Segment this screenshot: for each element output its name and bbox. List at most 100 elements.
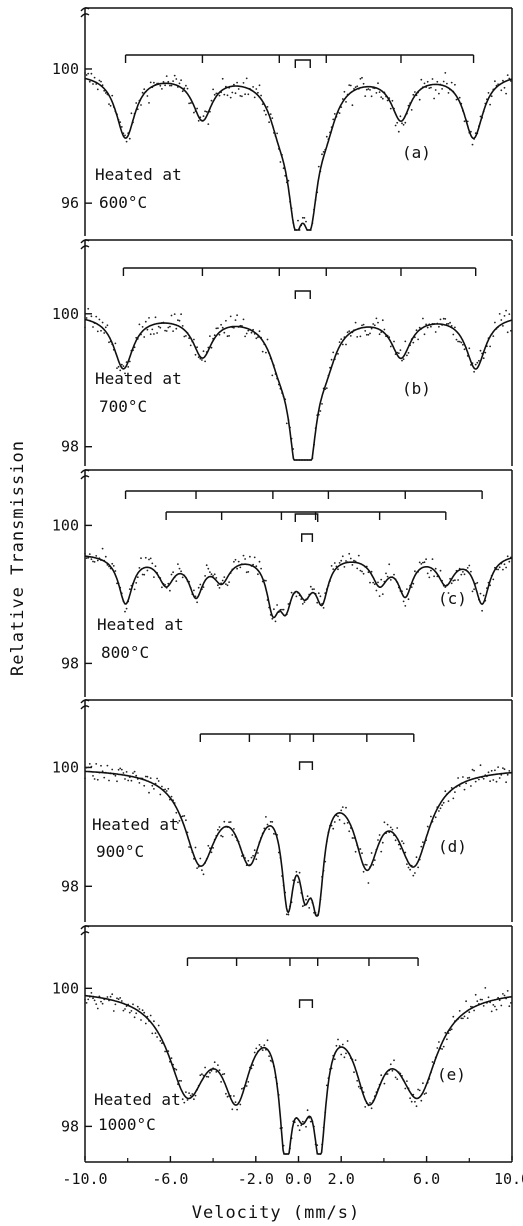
data-point — [434, 567, 437, 570]
data-point — [271, 374, 274, 377]
data-point — [370, 327, 373, 330]
data-point — [422, 841, 424, 843]
data-point — [425, 1092, 427, 1094]
data-point — [93, 76, 96, 79]
data-point — [96, 778, 99, 781]
data-point — [418, 1089, 421, 1092]
data-point — [465, 1000, 467, 1003]
y-axis-title: Relative Transmission — [8, 440, 28, 676]
data-point — [362, 82, 365, 85]
data-point — [165, 330, 168, 332]
data-point — [482, 777, 485, 780]
data-point — [265, 579, 267, 582]
data-point — [332, 351, 335, 354]
data-point — [500, 1004, 503, 1007]
data-point — [362, 572, 365, 575]
data-point — [269, 820, 272, 823]
data-point — [178, 1079, 181, 1082]
data-point — [438, 325, 440, 328]
data-point — [508, 770, 511, 772]
data-point — [116, 997, 118, 1000]
data-point — [508, 560, 511, 563]
data-point — [441, 804, 443, 807]
data-point — [452, 579, 455, 582]
data-point — [209, 571, 211, 573]
data-point — [223, 1073, 226, 1075]
data-point — [460, 573, 463, 576]
data-point — [502, 568, 504, 571]
data-point — [164, 329, 167, 332]
data-point — [141, 1009, 144, 1012]
data-point — [106, 996, 109, 998]
panel-d-doublet — [298, 761, 314, 770]
data-point — [236, 1108, 239, 1111]
data-point — [409, 868, 411, 871]
data-point — [367, 88, 370, 90]
data-point — [205, 564, 208, 567]
data-point — [111, 768, 114, 771]
data-point — [489, 103, 491, 106]
data-point — [495, 780, 498, 783]
data-point — [215, 1071, 218, 1073]
data-point — [116, 367, 118, 369]
data-point — [412, 874, 415, 877]
data-point — [135, 582, 138, 584]
data-point — [181, 576, 184, 579]
data-point — [377, 839, 379, 841]
data-point — [343, 90, 346, 93]
data-point — [502, 767, 504, 769]
data-point — [301, 216, 304, 219]
data-point — [297, 1124, 299, 1127]
data-point — [151, 562, 154, 565]
data-point — [253, 96, 256, 99]
data-point — [447, 322, 450, 325]
data-point — [186, 1099, 189, 1101]
data-point — [510, 1002, 512, 1004]
panel-d-axis-break — [80, 699, 90, 710]
data-point — [444, 72, 447, 74]
data-point — [479, 115, 482, 118]
data-point — [497, 766, 499, 768]
data-point — [244, 558, 247, 560]
data-point — [356, 567, 359, 570]
data-point — [154, 1032, 157, 1035]
data-point — [378, 834, 381, 836]
panel-d-label: (d) — [438, 837, 467, 856]
panel-e-axis-break — [80, 925, 90, 936]
data-point — [471, 590, 474, 593]
data-point — [494, 769, 496, 772]
data-point — [349, 335, 352, 337]
data-point — [130, 1010, 133, 1012]
data-point — [92, 560, 94, 563]
data-point — [154, 316, 157, 319]
data-point — [221, 579, 224, 582]
data-point — [383, 1082, 386, 1085]
data-point — [140, 104, 142, 106]
data-point — [303, 601, 306, 603]
data-point — [183, 815, 186, 817]
data-point — [92, 326, 94, 328]
data-point — [233, 83, 235, 86]
data-point — [332, 827, 335, 830]
data-point — [120, 768, 123, 771]
data-point — [285, 913, 288, 916]
data-point — [481, 609, 483, 612]
data-point — [489, 780, 491, 783]
data-point — [463, 120, 466, 123]
data-point — [454, 83, 456, 86]
data-point — [422, 317, 424, 320]
data-point — [204, 110, 207, 113]
data-point — [95, 763, 98, 765]
data-point — [204, 360, 207, 363]
data-point — [450, 325, 453, 327]
data-point — [495, 1008, 498, 1011]
data-point — [498, 999, 501, 1002]
data-point — [130, 779, 133, 782]
data-point — [125, 140, 128, 143]
data-point — [84, 553, 86, 555]
data-point — [508, 1005, 511, 1008]
data-point — [96, 88, 99, 91]
data-point — [341, 98, 344, 100]
data-point — [399, 115, 402, 118]
data-point — [354, 1059, 357, 1061]
